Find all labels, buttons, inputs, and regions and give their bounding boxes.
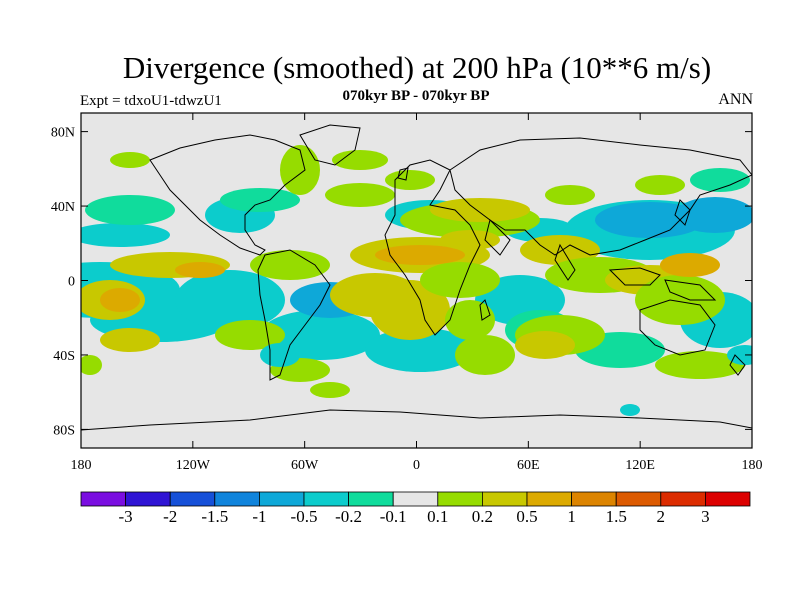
colorbar-label: -0.5: [291, 507, 318, 526]
field-contour: [727, 345, 752, 365]
colorbar-box: [615, 491, 662, 507]
colorbar-label: 2: [657, 507, 666, 526]
lat-tick-label: 40S: [53, 349, 75, 364]
coastline: [397, 167, 409, 181]
colorbar-label: 1: [567, 507, 576, 526]
field-contour: [375, 245, 465, 265]
colorbar-label: 0.5: [516, 507, 537, 526]
field-contour: [620, 404, 640, 416]
field-contour: [365, 328, 475, 372]
colorbar-box: [125, 491, 171, 507]
field-contour: [220, 188, 300, 212]
colorbar-box: [526, 491, 572, 507]
experiment-label: Expt = tdxoU1-tdwzU1: [80, 93, 222, 109]
coastline: [608, 267, 661, 286]
plot-title: Divergence (smoothed) at 200 hPa (10**6 …: [122, 50, 712, 85]
coastline: [449, 137, 752, 256]
coastline: [384, 159, 481, 336]
field-contour: [370, 280, 450, 340]
colorbar-box: [437, 491, 483, 507]
colorbar-label: -0.1: [380, 507, 407, 526]
lon-tick-label: 180: [742, 458, 763, 473]
map-axes: 80N 40N 0 40S 80S 180 120W 60W 0 60E 120E 180: [51, 113, 763, 473]
coastline: [664, 279, 717, 301]
colorbar-label: -3: [119, 507, 133, 526]
lat-tick-label: 80N: [51, 126, 75, 141]
colorbar-box: [80, 491, 126, 507]
coastline: [257, 249, 331, 381]
colorbar-box: [169, 491, 216, 507]
coastline: [299, 124, 361, 166]
field-contour: [280, 145, 320, 195]
colorbar-box: [348, 491, 394, 507]
colorbar-label: 0.1: [427, 507, 448, 526]
field-contour: [420, 262, 500, 298]
field-contour: [445, 300, 495, 340]
field-contour: [175, 270, 285, 330]
field-contour: [100, 288, 140, 312]
lon-tick-label: 0: [413, 458, 420, 473]
field-contour: [81, 355, 102, 375]
colorbar-label: -0.2: [335, 507, 362, 526]
lon-tick-label: 120W: [176, 458, 211, 473]
field-contour: [655, 351, 745, 379]
colorbar-box: [481, 491, 528, 507]
colorbar-box: [660, 491, 706, 507]
lon-tick-label: 60E: [517, 458, 540, 473]
colorbar-box: [258, 491, 305, 507]
colorbar-label: 0.2: [472, 507, 493, 526]
field-contour: [430, 198, 530, 222]
colorbar-box: [705, 491, 751, 507]
field-contour: [660, 253, 720, 277]
coastline: [149, 134, 306, 256]
colorbar-label: 1.5: [606, 507, 627, 526]
season-label: ANN: [718, 91, 753, 108]
coastline: [479, 299, 491, 321]
field-contour: [545, 185, 595, 205]
field-contour: [332, 150, 388, 170]
field-contour: [110, 152, 150, 168]
field-contour: [675, 197, 752, 233]
period-label: 070kyr BP - 070kyr BP: [342, 88, 490, 104]
colorbar-box: [392, 491, 439, 507]
coastline: [729, 354, 746, 376]
colorbar-label: -1.5: [201, 507, 228, 526]
colorbar-label: -1: [252, 507, 266, 526]
colorbar-box: [214, 491, 260, 507]
lon-tick-label: 180: [71, 458, 92, 473]
field-contour: [440, 230, 500, 250]
field-contour: [515, 331, 575, 359]
coastline: [81, 409, 752, 431]
field-contour: [175, 262, 225, 278]
field-contour: [325, 183, 395, 207]
colorbar-label: 3: [701, 507, 710, 526]
field-contour: [81, 223, 170, 247]
field-contour: [635, 175, 685, 195]
field-contour: [455, 335, 515, 375]
coastline: [674, 199, 691, 226]
field-contour: [250, 250, 330, 280]
field-contour: [520, 235, 600, 265]
colorbar-label: -2: [163, 507, 177, 526]
coastlines: [81, 124, 752, 431]
coastline: [484, 219, 511, 256]
field-contour: [385, 170, 435, 190]
lat-tick-label: 0: [68, 275, 75, 290]
field-contour: [215, 320, 285, 350]
lat-tick-label: 40N: [51, 200, 75, 215]
lon-tick-label: 120E: [625, 458, 655, 473]
lat-tick-label: 80S: [53, 423, 75, 438]
colorbar-box: [571, 491, 617, 507]
field-contour: [690, 168, 750, 192]
field-contour: [310, 382, 350, 398]
field-contour: [85, 195, 175, 225]
coastline: [554, 243, 576, 281]
coastline: [639, 299, 716, 356]
lon-tick-label: 60W: [291, 458, 319, 473]
field-contour: [100, 328, 160, 352]
colorbar-box: [303, 491, 349, 507]
